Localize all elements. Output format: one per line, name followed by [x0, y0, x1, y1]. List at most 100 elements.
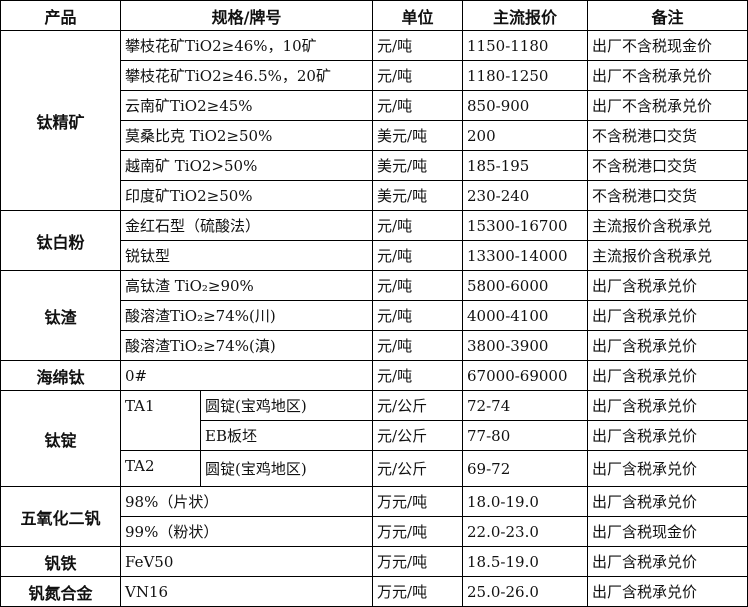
- price-cell: 22.0-23.0: [462, 516, 589, 547]
- unit-cell: 万元/吨: [372, 486, 464, 517]
- header-unit: 单位: [372, 0, 464, 31]
- unit-cell: 元/吨: [372, 270, 464, 301]
- product-cell: 钒氮合金: [0, 576, 121, 607]
- spec-cell: 0#: [119, 360, 374, 391]
- unit-cell: 元/吨: [372, 210, 464, 241]
- note-cell: 主流报价含税承兑: [587, 240, 748, 271]
- spec-cell: 酸溶渣TiO₂≥74%(滇): [119, 330, 374, 361]
- price-cell: 13300-14000: [462, 240, 589, 271]
- table-body: 钛精矿 攀枝花矿TiO2≥46%，10矿 元/吨 1150-1180 出厂不含税现金价攀…: [0, 30, 748, 607]
- price-cell: 185-195: [462, 150, 589, 181]
- note-cell: 出厂含税承兑价: [587, 330, 748, 361]
- note-cell: 不含税港口交货: [587, 180, 748, 211]
- spec-cell: 攀枝花矿TiO2≥46%，10矿: [119, 30, 374, 61]
- table-row: 海绵钛 0# 元/吨 67000-69000 出厂含税承兑价: [0, 360, 748, 391]
- unit-cell: 万元/吨: [372, 546, 464, 577]
- price-cell: 15300-16700: [462, 210, 589, 241]
- table-row: 锐钛型 元/吨 13300-14000 主流报价含税承兑: [1, 240, 748, 271]
- price-cell: 67000-69000: [462, 360, 589, 391]
- note-cell: 出厂含税承兑价: [587, 486, 748, 517]
- spec-cell: 圆锭(宝鸡地区): [199, 390, 374, 421]
- product-cell: 钛锭: [0, 390, 121, 487]
- price-cell: 850-900: [462, 90, 589, 121]
- header-spec: 规格/牌号: [119, 0, 374, 31]
- note-cell: 出厂不含税承兑价: [587, 90, 748, 121]
- price-cell: 18.0-19.0: [462, 486, 589, 517]
- table-row: 钛白粉 金红石型（硫酸法） 元/吨 15300-16700 主流报价含税承兑: [0, 210, 748, 271]
- table-row: 钛锭 TA1 圆锭(宝鸡地区) 元/公斤 72-74 出厂含税承兑价: [0, 390, 748, 487]
- unit-cell: 元/吨: [372, 30, 464, 61]
- table-row: 酸溶渣TiO₂≥74%(川) 元/吨 4000-4100 出厂含税承兑价: [1, 300, 748, 331]
- product-cell: 钛白粉: [0, 210, 121, 271]
- table-row: 攀枝花矿TiO2≥46.5%，20矿 元/吨 1180-1250 出厂不含税承兑价: [1, 60, 748, 91]
- header-price: 主流报价: [462, 0, 589, 31]
- note-cell: 出厂含税承兑价: [587, 360, 748, 391]
- spec-cell: 锐钛型: [119, 240, 374, 271]
- unit-cell: 美元/吨: [372, 120, 464, 151]
- unit-cell: 元/公斤: [372, 390, 464, 421]
- spec-cell: EB板坯: [199, 420, 374, 451]
- spec-cell: 越南矿 TiO2>50%: [119, 150, 374, 181]
- spec-cell: FeV50: [119, 546, 374, 577]
- spec-cell: 云南矿TiO2≥45%: [119, 90, 374, 121]
- note-cell: 出厂含税承兑价: [587, 390, 748, 421]
- product-cell: 五氧化二钒: [0, 486, 121, 547]
- price-cell: 18.5-19.0: [462, 546, 589, 577]
- table-row: 钛渣 高钛渣 TiO₂≥90% 元/吨 5800-6000 出厂含税承兑价: [0, 270, 748, 361]
- spec-cell: 99%（粉状）: [119, 516, 374, 547]
- price-cell: 230-240: [462, 180, 589, 211]
- unit-cell: 元/吨: [372, 360, 464, 391]
- spec-cell: 莫桑比克 TiO2≥50%: [119, 120, 374, 151]
- unit-cell: 万元/吨: [372, 576, 464, 607]
- table-row: 钒铁 FeV50 万元/吨 18.5-19.0 出厂含税承兑价: [0, 546, 748, 577]
- unit-cell: 元/吨: [372, 240, 464, 271]
- price-cell: 77-80: [462, 420, 589, 451]
- price-cell: 200: [462, 120, 589, 151]
- price-cell: 4000-4100: [462, 300, 589, 331]
- unit-cell: 万元/吨: [372, 516, 464, 547]
- table-row: 五氧化二钒 98%（片状） 万元/吨 18.0-19.0 出厂含税承兑价: [0, 486, 748, 547]
- unit-cell: 元/公斤: [372, 420, 464, 451]
- spec-cell: 金红石型（硫酸法）: [119, 210, 374, 241]
- unit-cell: 美元/吨: [372, 180, 464, 211]
- table-row: 钛精矿 攀枝花矿TiO2≥46%，10矿 元/吨 1150-1180 出厂不含税现金价: [0, 30, 748, 211]
- grade-cell: TA1: [120, 390, 201, 451]
- spec-cell: 攀枝花矿TiO2≥46.5%，20矿: [119, 60, 374, 91]
- note-cell: 主流报价含税承兑: [587, 210, 748, 241]
- note-cell: 出厂含税承兑价: [587, 420, 748, 451]
- product-cell: 钒铁: [0, 546, 121, 577]
- note-cell: 出厂含税承兑价: [587, 270, 748, 301]
- price-cell: 5800-6000: [462, 270, 589, 301]
- spec-cell: 98%（片状）: [119, 486, 374, 517]
- note-cell: 出厂含税承兑价: [587, 450, 748, 487]
- unit-cell: 元/吨: [372, 60, 464, 91]
- price-cell: 25.0-26.0: [462, 576, 589, 607]
- spec-cell: 高钛渣 TiO₂≥90%: [119, 270, 374, 301]
- note-cell: 出厂不含税现金价: [587, 30, 748, 61]
- note-cell: 出厂不含税承兑价: [587, 60, 748, 91]
- table-row: 印度矿TiO2≥50% 美元/吨 230-240 不含税港口交货: [1, 180, 748, 211]
- header-row: 产品 规格/牌号 单位 主流报价 备注: [0, 0, 748, 31]
- spec-cell: 酸溶渣TiO₂≥74%(川): [119, 300, 374, 331]
- price-cell: 1180-1250: [462, 60, 589, 91]
- table-row: 莫桑比克 TiO2≥50% 美元/吨 200 不含税港口交货: [1, 120, 748, 151]
- product-cell: 海绵钛: [0, 360, 121, 391]
- unit-cell: 美元/吨: [372, 150, 464, 181]
- product-cell: 钛精矿: [0, 30, 121, 211]
- table-row: 云南矿TiO2≥45% 元/吨 850-900 出厂不含税承兑价: [1, 90, 748, 121]
- table-row: 越南矿 TiO2>50% 美元/吨 185-195 不含税港口交货: [1, 150, 748, 181]
- unit-cell: 元/吨: [372, 300, 464, 331]
- unit-cell: 元/公斤: [372, 450, 464, 487]
- header-note: 备注: [587, 0, 748, 31]
- unit-cell: 元/吨: [372, 90, 464, 121]
- note-cell: 不含税港口交货: [587, 120, 748, 151]
- price-cell: 3800-3900: [462, 330, 589, 361]
- note-cell: 出厂含税承兑价: [587, 546, 748, 577]
- price-cell: 1150-1180: [462, 30, 589, 61]
- product-cell: 钛渣: [0, 270, 121, 361]
- table-row: TA2 圆锭(宝鸡地区) 元/公斤 69-72 出厂含税承兑价: [1, 450, 748, 487]
- note-cell: 出厂含税现金价: [587, 516, 748, 547]
- spec-cell: 印度矿TiO2≥50%: [119, 180, 374, 211]
- table-row: 99%（粉状） 万元/吨 22.0-23.0 出厂含税现金价: [1, 516, 748, 547]
